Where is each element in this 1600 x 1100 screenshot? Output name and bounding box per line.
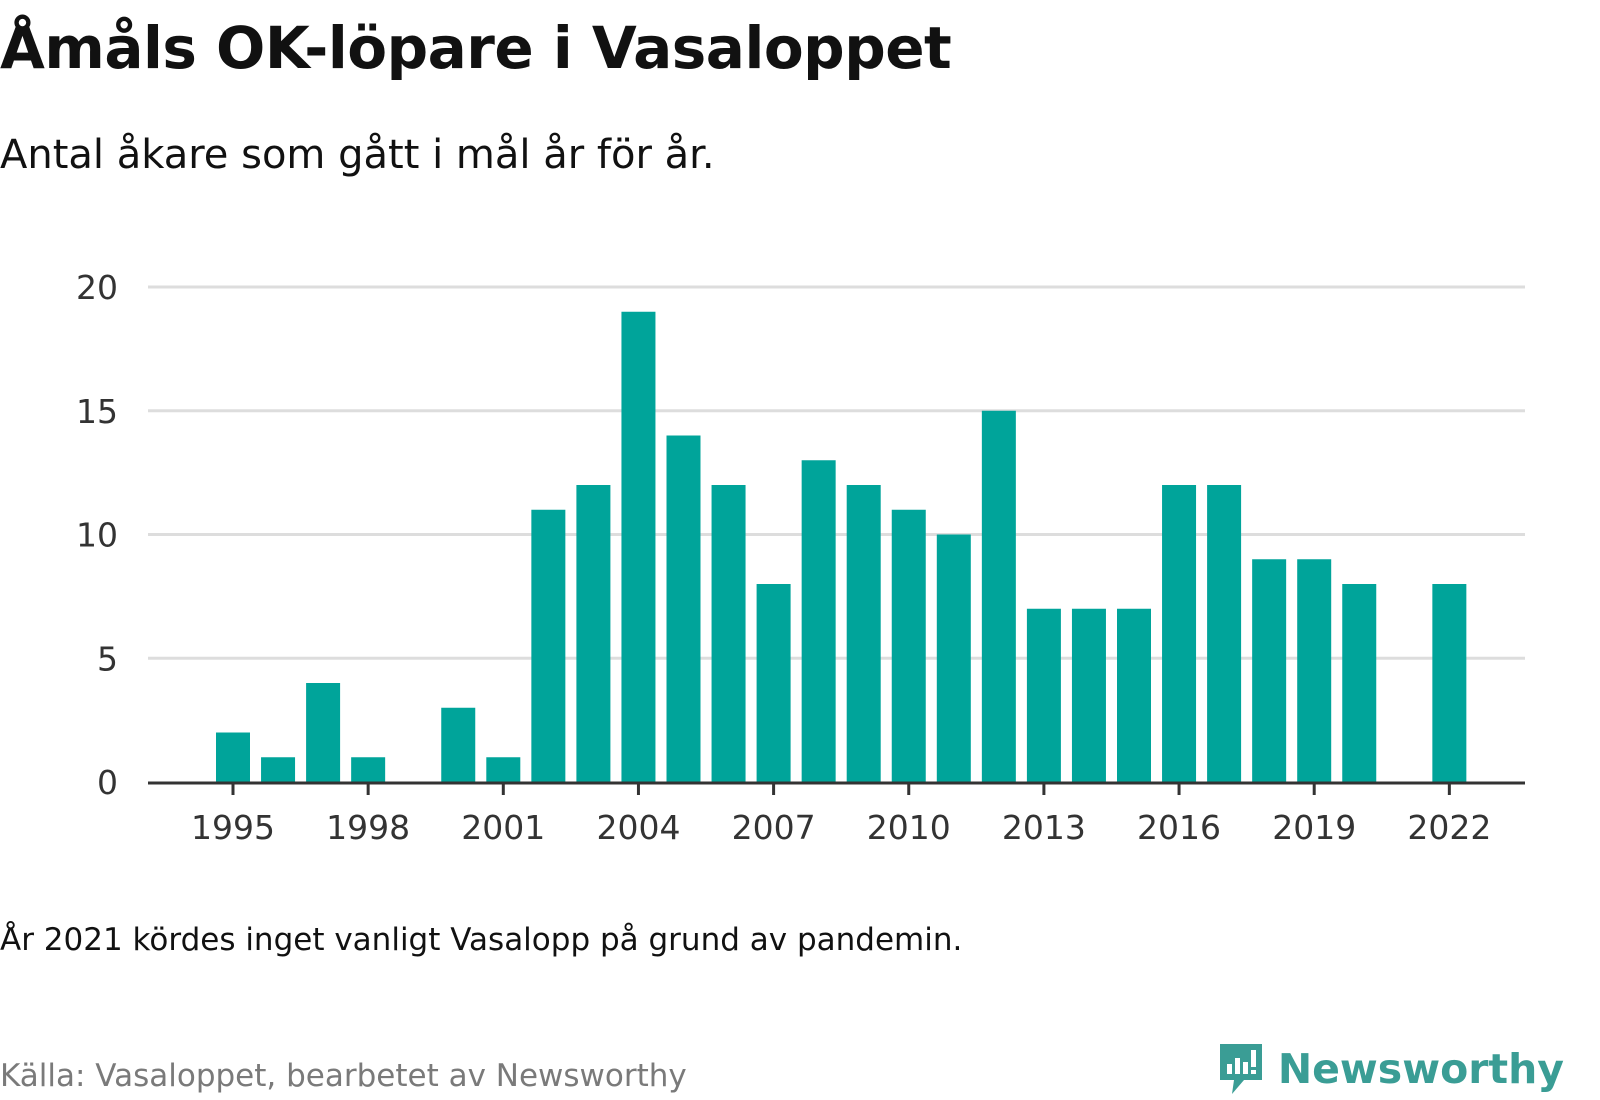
y-tick-label: 20 (76, 268, 118, 307)
x-tick-label: 1998 (326, 808, 410, 847)
bar-1997 (306, 683, 341, 782)
y-tick-label: 10 (76, 516, 118, 555)
x-tick-label: 2016 (1137, 808, 1221, 847)
x-tick-label: 2010 (867, 808, 951, 847)
bar-2018 (1252, 559, 1287, 782)
bar-2013 (1026, 608, 1061, 782)
x-tick-label: 2022 (1407, 808, 1491, 847)
bar-2019 (1297, 559, 1332, 782)
gridlines (148, 285, 1525, 660)
bar-2002 (531, 509, 566, 782)
newsworthy-logo: Newsworthy (1216, 1040, 1564, 1098)
x-tick-label: 2019 (1272, 808, 1356, 847)
chart-subtitle: Antal åkare som gått i mål år för år. (0, 132, 715, 178)
source-text: Källa: Vasaloppet, bearbetet av Newswort… (0, 1058, 687, 1094)
bar-2004 (621, 311, 656, 782)
bar-2012 (981, 410, 1016, 782)
newsworthy-logo-icon (1219, 1044, 1262, 1094)
x-tick-label: 2004 (596, 808, 680, 847)
logo-text: Newsworthy (1277, 1045, 1564, 1093)
bar-1998 (351, 757, 386, 782)
x-tick-label: 2001 (461, 808, 545, 847)
x-tick-label: 2013 (1002, 808, 1086, 847)
bar-2020 (1342, 584, 1377, 782)
chart-title: Åmåls OK-löpare i Vasaloppet (0, 14, 952, 82)
bar-2009 (846, 485, 881, 782)
x-tick-label: 1995 (191, 808, 275, 847)
bar-1996 (261, 757, 296, 782)
bar-1995 (216, 732, 250, 782)
bar-2015 (1117, 608, 1151, 782)
footnote: År 2021 kördes inget vanligt Vasalopp på… (0, 922, 963, 958)
bar-2008 (801, 460, 836, 782)
axes: 0 5 10 15 20 1995 1998 2001 2004 2007 2010 2013 2016… (76, 268, 1525, 847)
bar-2017 (1207, 485, 1242, 782)
bar-2006 (711, 485, 746, 782)
bar-2016 (1162, 485, 1197, 782)
y-tick-label: 15 (76, 392, 118, 431)
bar-2003 (576, 485, 611, 782)
x-tick-label: 2007 (732, 808, 816, 847)
bar-2014 (1071, 608, 1106, 782)
bar-2010 (891, 509, 926, 782)
bar-2001 (486, 757, 521, 782)
bar-2011 (936, 534, 971, 782)
bar-2000 (441, 707, 476, 782)
y-tick-label: 5 (97, 639, 118, 678)
bar-2005 (666, 435, 701, 782)
bar-2022 (1432, 584, 1467, 782)
bar-chart: 0 5 10 15 20 1995 1998 2001 2004 2007 2010 2013 2016… (76, 268, 1525, 847)
bar-2007 (756, 584, 791, 782)
bars (216, 311, 1467, 782)
y-tick-label: 0 (97, 763, 118, 802)
